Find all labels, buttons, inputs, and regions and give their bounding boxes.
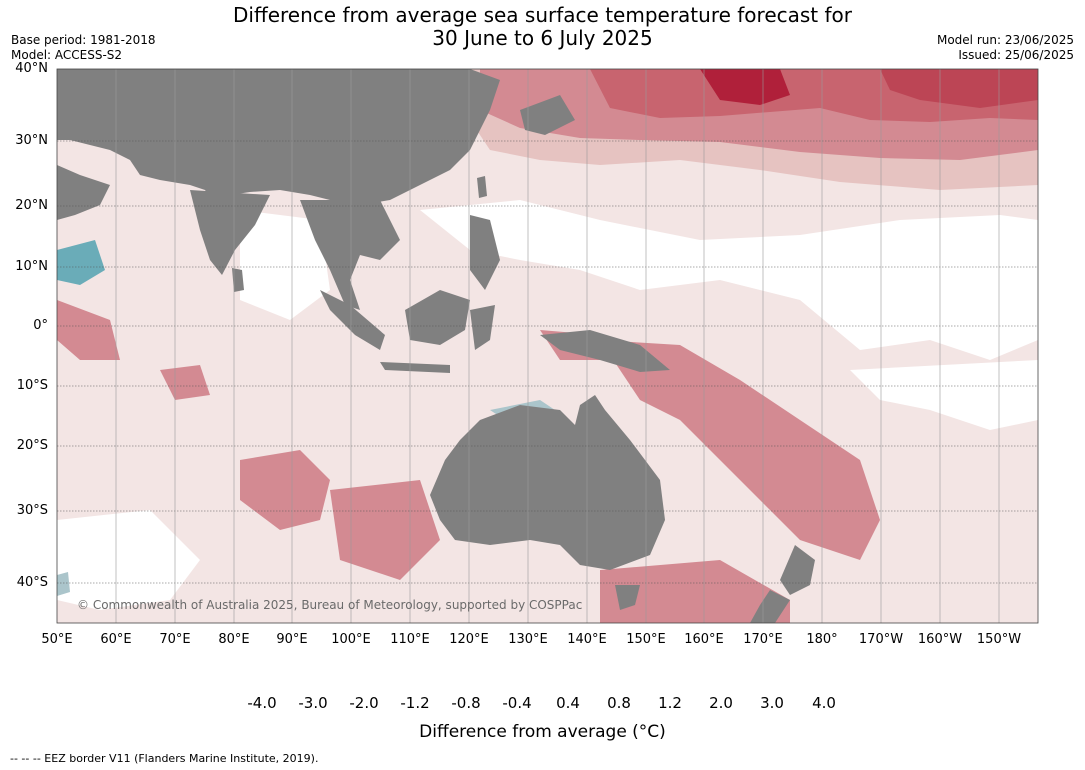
colorbar-tick: 2.0 [709, 694, 733, 712]
lat-label: 0° [33, 318, 48, 333]
colorbar-tick: -0.8 [451, 694, 481, 712]
cool-anomaly-zone [57, 572, 70, 596]
lon-label: 140°E [567, 632, 607, 647]
colorbar-tick: -4.0 [247, 694, 277, 712]
lon-label: 160°E [684, 632, 724, 647]
colorbar-tick: 0.8 [607, 694, 631, 712]
lon-label: 110°E [390, 632, 430, 647]
neutral-zone [420, 200, 1038, 360]
map-field [57, 69, 1038, 623]
lon-label: 90°E [276, 632, 308, 647]
anomaly-zone [160, 365, 210, 400]
anomaly-zone [700, 69, 790, 105]
cool-anomaly-zone [57, 240, 105, 285]
lat-label: 30°S [16, 503, 48, 518]
anomaly-zone [57, 300, 120, 360]
landmasses [57, 69, 815, 623]
new-zealand-south-landmass [750, 590, 790, 623]
lat-label: 40°N [15, 61, 48, 76]
anomaly-zone [330, 480, 440, 580]
lat-label: 30°N [15, 133, 48, 148]
borneo-landmass [405, 290, 470, 345]
neutral-zone [57, 510, 200, 610]
lon-label: 180° [806, 632, 838, 647]
lon-label: 100°E [331, 632, 371, 647]
colorbar-tick: -1.2 [400, 694, 430, 712]
neutral-zone [850, 360, 1038, 430]
japan-landmass [520, 95, 575, 135]
lat-label: 20°S [16, 438, 48, 453]
lon-label: 130°E [508, 632, 548, 647]
model-name: Model: ACCESS-S2 [11, 48, 123, 62]
india-landmass [190, 190, 270, 275]
lon-label: 80°E [218, 632, 250, 647]
lon-label: 120°E [449, 632, 489, 647]
colorbar-tick: -0.4 [502, 694, 532, 712]
colorbar-tick: -3.0 [298, 694, 328, 712]
new-zealand-north-landmass [780, 545, 815, 595]
philippines-landmass [470, 215, 500, 290]
lat-label: 40°S [16, 575, 48, 590]
meta-left: Base period: 1981-2018 Model: ACCESS-S2 [11, 33, 156, 63]
issued-date: Issued: 25/06/2025 [958, 48, 1074, 62]
colorbar-tick: 0.4 [556, 694, 580, 712]
lon-label: 170°E [743, 632, 783, 647]
sst-anomaly-map [56, 68, 1039, 624]
sumatra-landmass [320, 290, 385, 350]
indochina-landmass [300, 200, 400, 310]
colorbar-title: Difference from average (°C) [419, 722, 666, 742]
anomaly-zone [240, 450, 330, 530]
anomaly-zone [880, 69, 1038, 108]
title-line-1: Difference from average sea surface temp… [232, 3, 852, 27]
lat-label: 10°N [15, 259, 48, 274]
copyright-text: © Commonwealth of Australia 2025, Bureau… [77, 598, 583, 612]
base-period: Base period: 1981-2018 [11, 33, 156, 47]
sulawesi-landmass [470, 305, 495, 350]
lon-label: 150°E [626, 632, 666, 647]
title-line-2: 30 June to 6 July 2025 [432, 26, 653, 50]
java-landmass [380, 362, 450, 373]
lon-label: 70°E [159, 632, 191, 647]
graticule [57, 140, 1038, 584]
eez-legend: -- -- -- EEZ border V11 (Flanders Marine… [10, 752, 319, 765]
colorbar-tick: 1.2 [658, 694, 682, 712]
meta-right: Model run: 23/06/2025 Issued: 25/06/2025 [937, 33, 1074, 63]
asia-landmass [57, 69, 500, 205]
lon-label: 60°E [100, 632, 132, 647]
australia-landmass [430, 395, 665, 570]
lon-label: 170°W [858, 632, 904, 647]
map-frame [56, 68, 1039, 624]
map-title: Difference from average sea surface temp… [0, 4, 1085, 50]
model-run: Model run: 23/06/2025 [936, 33, 1074, 47]
lon-label: 150°W [976, 632, 1022, 647]
colorbar-tick: -2.0 [349, 694, 379, 712]
colorbar-tick: 4.0 [812, 694, 836, 712]
neutral-zone [240, 210, 330, 320]
sri-lanka-landmass [232, 268, 244, 292]
colorbar-tick: 3.0 [760, 694, 784, 712]
lat-label: 10°S [16, 378, 48, 393]
lon-label: 50°E [41, 632, 73, 647]
new-guinea-landmass [540, 330, 670, 372]
meridians [115, 69, 1000, 623]
taiwan-landmass [477, 176, 487, 198]
lon-label: 160°W [917, 632, 963, 647]
anomaly-zone [600, 560, 790, 623]
lat-label: 20°N [15, 198, 48, 213]
tasmania-landmass [615, 585, 640, 610]
anomaly-zone [600, 340, 880, 560]
